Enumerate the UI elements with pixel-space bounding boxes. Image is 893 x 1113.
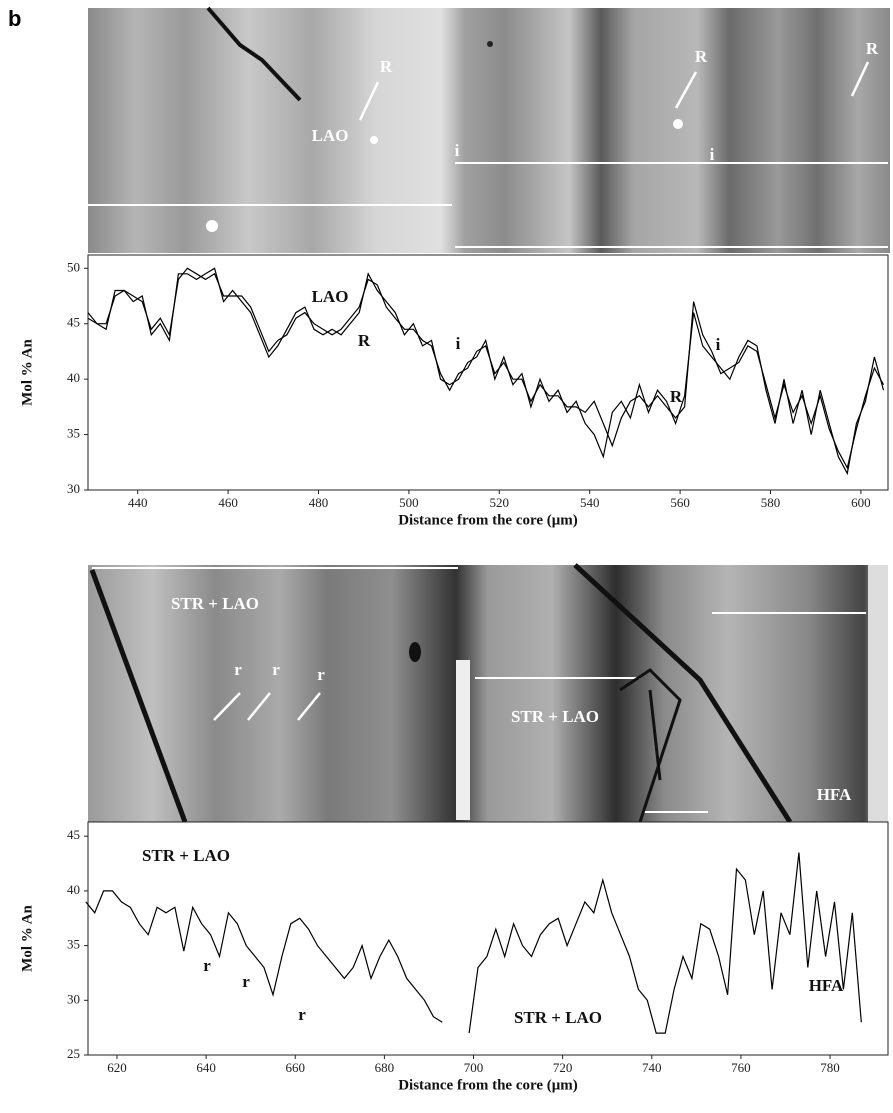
annotation: R <box>358 331 371 350</box>
y-tick-label: 30 <box>67 991 80 1006</box>
annotation: STR + LAO <box>514 1008 602 1027</box>
image-label: i <box>455 141 460 160</box>
panel-label: b <box>8 6 21 31</box>
x-tick-label: 700 <box>464 1060 484 1075</box>
annotation: STR + LAO <box>142 846 230 865</box>
annotation: r <box>298 1005 306 1024</box>
plot-frame <box>87 254 889 491</box>
x-tick-label: 660 <box>285 1060 305 1075</box>
y-tick-label: 40 <box>67 882 80 897</box>
data-line <box>87 267 885 476</box>
x-axis-label: Distance from the core (μm) <box>398 512 578 528</box>
image-label: r <box>272 660 280 679</box>
x-tick-label: 580 <box>761 495 781 510</box>
x-tick-label: 760 <box>731 1060 751 1075</box>
annotation: r <box>203 956 211 975</box>
y-tick-label: 50 <box>67 259 80 274</box>
image-label: R <box>866 39 879 58</box>
micrograph <box>88 6 890 253</box>
annotation: r <box>242 972 250 991</box>
image-label: STR + LAO <box>511 707 599 726</box>
x-tick-label: 440 <box>128 495 148 510</box>
y-tick-label: 40 <box>67 370 80 385</box>
annotation: R <box>670 387 683 406</box>
micrograph <box>88 563 888 824</box>
x-tick-label: 640 <box>196 1060 216 1075</box>
x-tick-label: 780 <box>820 1060 840 1075</box>
annotation: LAO <box>312 287 349 306</box>
image-label: HFA <box>817 785 852 804</box>
x-tick-label: 740 <box>642 1060 662 1075</box>
image-label: R <box>380 57 393 76</box>
x-tick-label: 480 <box>309 495 329 510</box>
annotation: i <box>716 335 721 354</box>
image-label: STR + LAO <box>171 594 259 613</box>
x-tick-label: 620 <box>107 1060 127 1075</box>
y-tick-label: 45 <box>67 827 80 842</box>
annotation: HFA <box>809 976 844 995</box>
x-tick-label: 520 <box>490 495 510 510</box>
x-tick-label: 460 <box>218 495 238 510</box>
data-line <box>87 267 885 470</box>
annotation: i <box>456 334 461 353</box>
y-tick-label: 45 <box>67 315 80 330</box>
y-axis-label: Mol % An <box>19 905 35 972</box>
image-label: i <box>710 145 715 164</box>
y-tick-label: 35 <box>67 937 80 952</box>
image-label: R <box>695 47 708 66</box>
y-tick-label: 25 <box>67 1046 80 1061</box>
x-axis-label: Distance from the core (μm) <box>398 1077 578 1093</box>
y-tick-label: 35 <box>67 426 80 441</box>
x-tick-label: 560 <box>670 495 690 510</box>
x-tick-label: 600 <box>851 495 871 510</box>
y-axis-label: Mol % An <box>19 339 35 406</box>
plot-frame <box>87 821 889 1056</box>
image-label: r <box>234 660 242 679</box>
x-tick-label: 720 <box>553 1060 573 1075</box>
x-tick-label: 500 <box>399 495 419 510</box>
x-tick-label: 680 <box>375 1060 395 1075</box>
image-label: r <box>317 665 325 684</box>
image-label: LAO <box>312 126 349 145</box>
data-line <box>85 852 862 1034</box>
x-tick-label: 540 <box>580 495 600 510</box>
y-tick-label: 30 <box>67 481 80 496</box>
